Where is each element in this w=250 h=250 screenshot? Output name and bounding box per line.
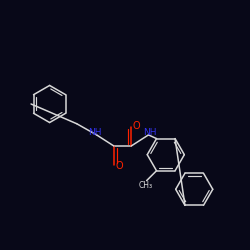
Text: O: O	[133, 121, 140, 131]
Text: NH: NH	[88, 128, 102, 137]
Text: NH: NH	[143, 128, 157, 137]
Text: CH₃: CH₃	[139, 180, 153, 190]
Text: O: O	[116, 161, 123, 171]
